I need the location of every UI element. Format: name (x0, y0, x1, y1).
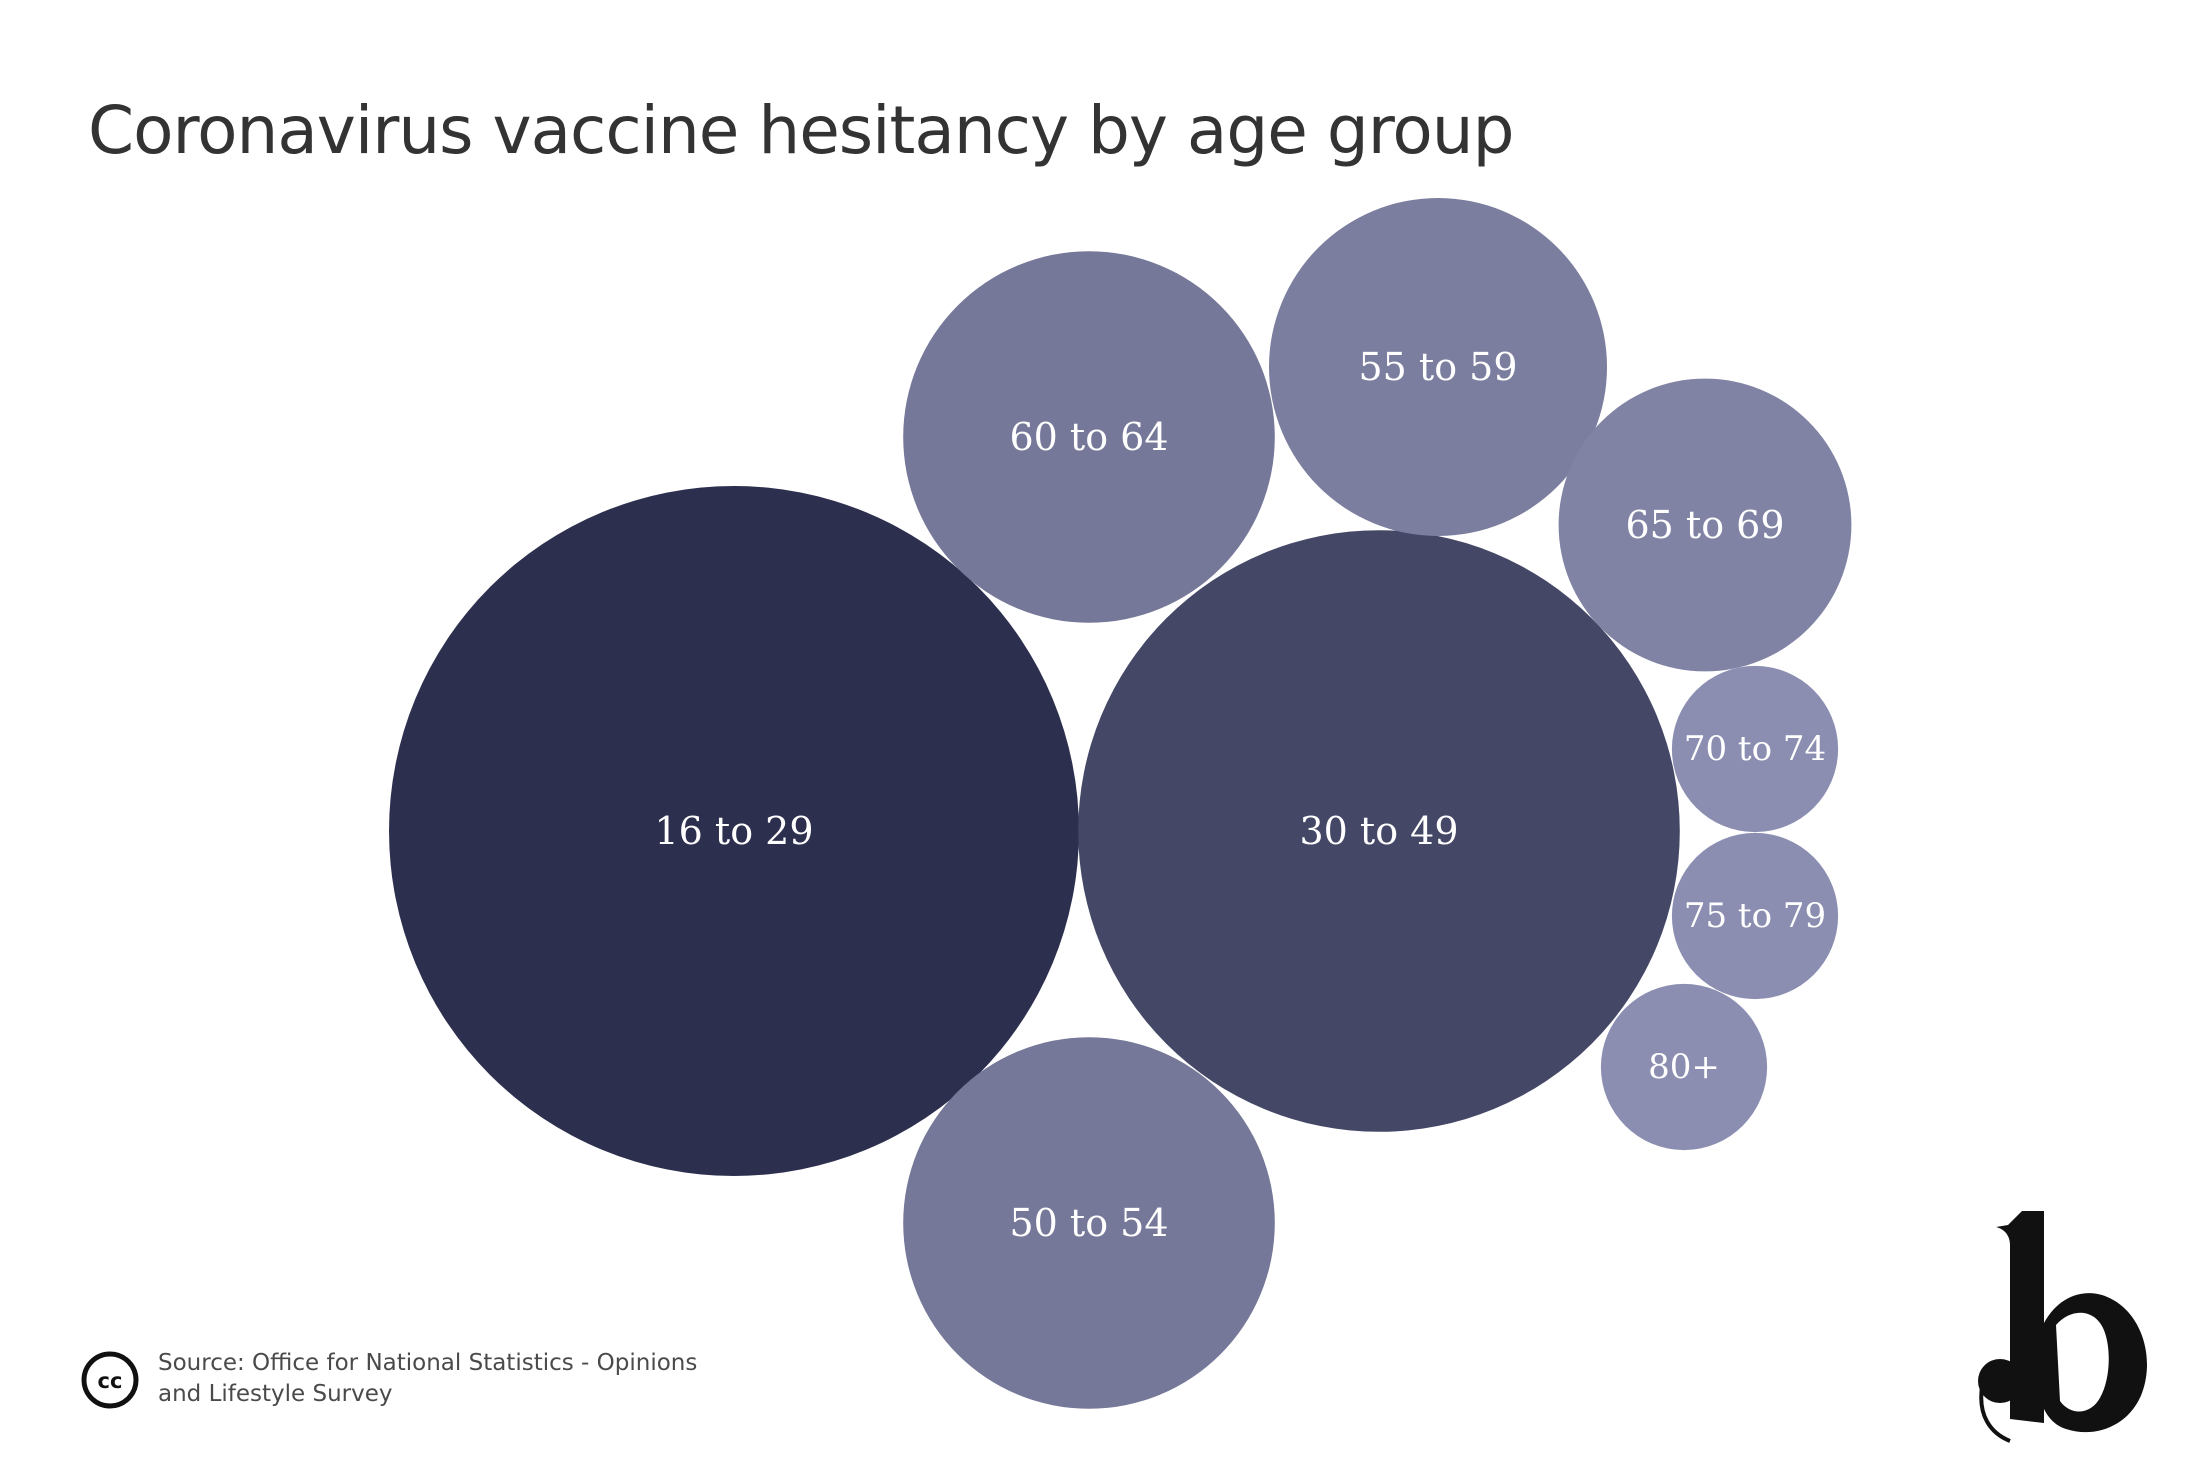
bubble-80 (1600, 983, 1768, 1151)
bubble-55-to-59 (1269, 198, 1607, 536)
bubble-label-55-to-59: 55 to 59 (1358, 345, 1517, 389)
bubble-label-30-to-49: 30 to 49 (1299, 809, 1458, 853)
bubble-label-60-to-64: 60 to 64 (1009, 415, 1168, 459)
creative-commons-icon: cc (81, 1351, 139, 1409)
b-logo-icon (1978, 1211, 2148, 1443)
svg-text:cc: cc (98, 1369, 123, 1393)
bubble-16-to-29 (389, 486, 1079, 1176)
bubble-65-to-69 (1558, 378, 1852, 672)
bubble-50-to-54 (903, 1037, 1275, 1409)
chart-title: Coronavirus vaccine hesitancy by age gro… (88, 92, 1515, 169)
bubble-label-70-to-74: 70 to 74 (1684, 729, 1826, 769)
bubble-label-50-to-54: 50 to 54 (1009, 1201, 1168, 1245)
source-note: cc Source: Office for National Statistic… (80, 1348, 718, 1410)
bubble-30-to-49 (1078, 530, 1680, 1132)
bubble-70-to-74 (1671, 665, 1839, 833)
bubble-60-to-64 (903, 251, 1275, 623)
bubble-label-80: 80+ (1648, 1047, 1720, 1087)
bubble-label-75-to-79: 75 to 79 (1684, 896, 1826, 936)
bubble-label-16-to-29: 16 to 29 (654, 809, 813, 853)
source-text: Source: Office for National Statistics -… (158, 1350, 698, 1407)
bubble-75-to-79 (1671, 832, 1839, 1000)
bubble-label-65-to-69: 65 to 69 (1625, 503, 1784, 547)
